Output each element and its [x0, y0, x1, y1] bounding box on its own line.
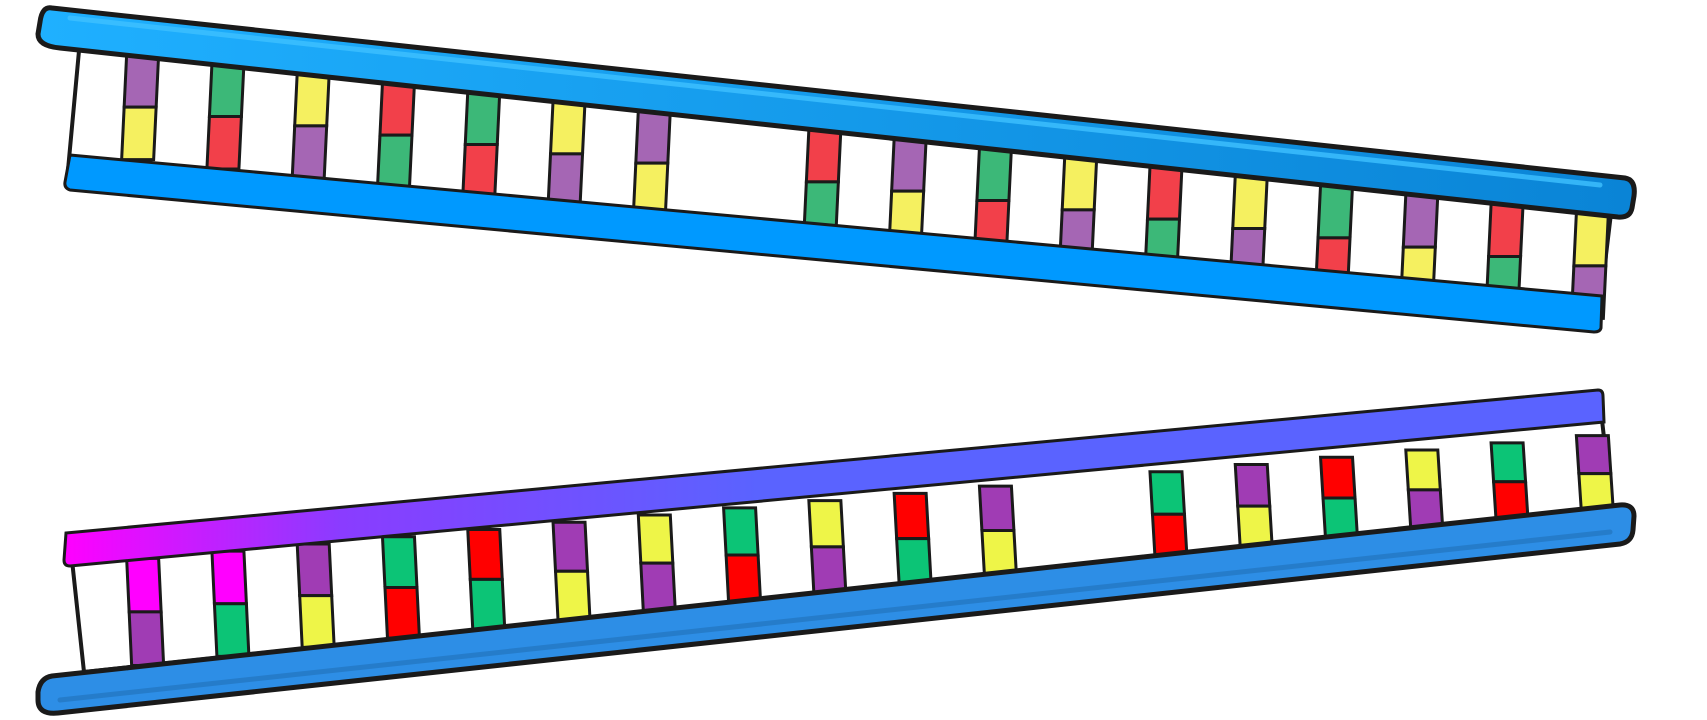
bottom-base-upper [210, 549, 248, 606]
bottom-base-upper [807, 499, 845, 549]
top-base-upper [1316, 183, 1355, 240]
top-base-pair [290, 71, 331, 180]
bottom-lower-backbone-shadow [57, 529, 1613, 703]
top-base-upper [890, 137, 928, 193]
top-upper-backbone-highlight [67, 15, 1603, 188]
bottom-base-pair [210, 549, 251, 658]
bottom-base-lower [298, 594, 336, 649]
bottom-base-pair [1404, 448, 1445, 532]
bottom-base-pair [380, 535, 422, 640]
top-lower-backbone [63, 153, 1604, 334]
bottom-base-pair [722, 506, 763, 604]
top-base-upper [1145, 165, 1184, 221]
top-base-upper [634, 109, 672, 165]
bottom-base-upper [295, 542, 334, 598]
bottom-base-upper [722, 506, 760, 557]
top-base-lower [205, 115, 243, 171]
bottom-base-lower [127, 610, 166, 667]
top-base-lower [461, 143, 499, 199]
top-base-lower [120, 105, 158, 162]
top-base-pair [375, 81, 417, 190]
top-base-upper [463, 90, 502, 146]
top-base-upper [293, 71, 331, 128]
top-base-lower [375, 133, 414, 190]
top-base-upper [1231, 174, 1269, 230]
bottom-base-pairs [125, 434, 1615, 667]
bottom-base-lower [212, 602, 251, 658]
bottom-base-upper [551, 520, 590, 573]
top-base-upper [975, 146, 1013, 202]
top-base-pair [120, 53, 161, 162]
top-base-pair [802, 127, 843, 236]
top-base-upper [378, 81, 417, 137]
bottom-base-pair [1318, 455, 1360, 541]
bottom-base-upper [466, 528, 504, 581]
top-base-upper [804, 127, 843, 184]
bottom-base-pair [636, 513, 677, 613]
bottom-base-pair [295, 542, 336, 649]
bottom-base-lower [553, 569, 592, 622]
bottom-base-lower [980, 529, 1019, 577]
bottom-dna-ladder [35, 388, 1637, 716]
bottom-base-pair [1233, 463, 1274, 550]
bottom-base-pair [892, 491, 933, 586]
bottom-base-upper [380, 535, 419, 590]
bottom-base-pair [466, 528, 507, 631]
bottom-base-pair [977, 484, 1019, 577]
top-base-upper [122, 53, 161, 109]
top-base-pair [631, 109, 672, 218]
bottom-base-upper [1489, 441, 1528, 484]
bottom-base-lower [724, 553, 763, 604]
top-base-upper [1487, 202, 1525, 258]
bottom-base-lower [383, 586, 422, 640]
bottom-base-upper [125, 556, 163, 614]
bottom-base-upper [892, 491, 931, 541]
bottom-base-upper [977, 484, 1016, 533]
bottom-base-upper [1233, 463, 1272, 508]
top-base-pair [205, 62, 246, 171]
top-base-upper [207, 62, 246, 118]
top-base-pair [546, 99, 587, 208]
bottom-base-pair [1489, 441, 1530, 523]
bottom-base-lower [895, 537, 933, 586]
top-base-lower [290, 124, 329, 180]
bottom-base-pair [1148, 470, 1189, 559]
top-base-upper [1572, 211, 1610, 268]
bottom-base-lower [639, 561, 677, 613]
bottom-base-upper [1574, 434, 1613, 476]
top-base-pair [461, 90, 502, 199]
top-base-upper [1060, 155, 1099, 212]
bottom-base-pair [125, 556, 166, 667]
top-dna-ladder [35, 5, 1637, 334]
top-base-upper [548, 99, 587, 156]
bottom-base-pair [807, 499, 848, 595]
bottom-base-upper [1404, 448, 1442, 492]
bottom-base-upper [1148, 470, 1187, 516]
top-base-pair [887, 137, 928, 246]
top-base-upper [1401, 193, 1440, 249]
bottom-base-upper [636, 513, 675, 565]
bottom-base-pair [1574, 434, 1615, 514]
bottom-upper-backbone [62, 388, 1606, 568]
bottom-base-pair [551, 520, 592, 622]
bottom-base-upper [1318, 455, 1357, 500]
bottom-base-lower [468, 577, 507, 631]
bottom-base-lower [809, 545, 848, 595]
